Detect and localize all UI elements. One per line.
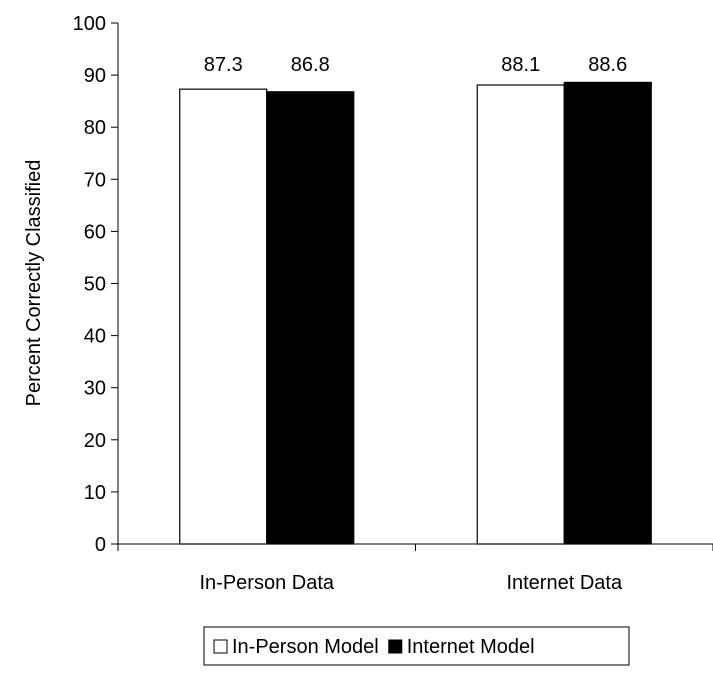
data-labels: 87.3 86.8 88.1 88.6 — [204, 54, 627, 76]
data-label: 87.3 — [204, 54, 243, 76]
bar — [476, 84, 565, 545]
y-tick-label: 100 — [73, 13, 106, 35]
y-tick-label: 60 — [84, 221, 106, 243]
bar — [563, 81, 652, 545]
x-axis: In-Person Data Internet Data — [117, 543, 713, 594]
data-label: 88.6 — [588, 54, 627, 76]
y-tick-label: 90 — [84, 65, 106, 87]
y-tick-label: 20 — [84, 430, 106, 452]
y-axis-title: Percent Correctly Classified — [23, 160, 45, 407]
legend-swatch — [388, 639, 403, 654]
legend-label: Internet Model — [407, 636, 535, 658]
y-tick-label: 10 — [84, 482, 106, 504]
bar — [266, 91, 355, 545]
y-tick-label: 80 — [84, 117, 106, 139]
legend-label: In-Person Model — [232, 636, 379, 658]
bars — [179, 81, 652, 545]
y-tick-label: 30 — [84, 378, 106, 400]
y-tick-label: 70 — [84, 169, 106, 191]
bar — [179, 88, 268, 545]
y-tick-label: 50 — [84, 274, 106, 296]
y-tick-label: 40 — [84, 326, 106, 348]
legend-box — [203, 626, 630, 666]
data-label: 88.1 — [501, 54, 540, 76]
legend: In-Person Model Internet Model — [203, 626, 630, 666]
x-category-label: In-Person Data — [199, 572, 334, 594]
y-axis: 0 10 20 30 40 50 60 70 80 90 100 — [73, 13, 119, 556]
y-tick-label: 0 — [95, 534, 106, 556]
data-label: 86.8 — [291, 54, 330, 76]
x-category-label: Internet Data — [506, 572, 623, 594]
legend-swatch — [213, 639, 228, 654]
